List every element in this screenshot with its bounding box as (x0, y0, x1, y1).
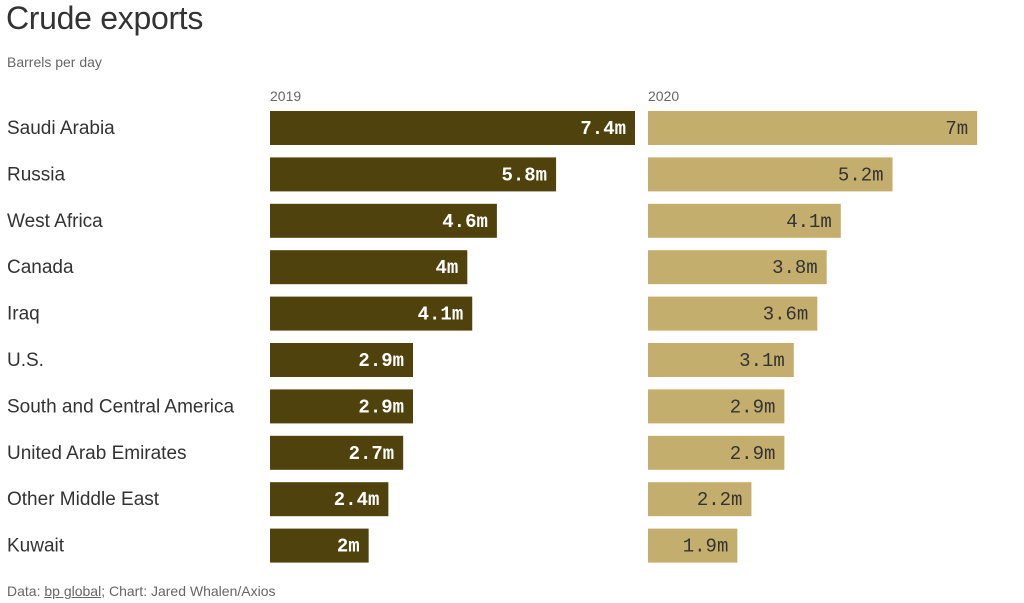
bar-2019 (270, 482, 389, 517)
data-label-2019: 4.6m (442, 211, 488, 233)
data-label-2020: 7m (945, 118, 968, 140)
chart-title: Crude exports (6, 0, 204, 36)
data-label-2020: 5.2m (838, 164, 884, 186)
bar-2019 (270, 111, 635, 145)
data-label-2020: 2.9m (730, 443, 776, 465)
category-label: Other Middle East (7, 489, 160, 510)
bar-2020 (648, 482, 752, 517)
bar-2019 (270, 157, 557, 192)
category-label: South and Central America (7, 396, 235, 417)
chart-subtitle: Barrels per day (7, 54, 102, 70)
bar-2019 (270, 343, 414, 377)
category-label: Iraq (7, 304, 40, 325)
bar-2020 (648, 435, 785, 470)
bar-2020 (648, 157, 893, 192)
footer-credit: ; Chart: Jared Whalen/Axios (101, 583, 276, 599)
bar-2019 (270, 528, 369, 563)
data-label-2020: 3.1m (739, 350, 785, 372)
data-label-2019: 4m (435, 257, 458, 279)
data-label-2020: 3.6m (763, 304, 809, 326)
category-label: Russia (7, 164, 66, 185)
bar-2020 (648, 250, 827, 285)
category-label: Canada (7, 257, 74, 278)
data-label-2019: 2.7m (349, 443, 395, 465)
bar-2020 (648, 389, 785, 424)
column-header-2020: 2020 (648, 88, 680, 104)
column-header-2019: 2019 (270, 88, 302, 104)
category-label: Kuwait (7, 536, 65, 557)
data-label-2020: 3.8m (772, 257, 818, 279)
data-label-2019: 2.9m (358, 350, 404, 372)
bar-2020 (648, 296, 818, 331)
data-label-2020: 2.2m (697, 489, 743, 511)
data-label-2020: 4.1m (786, 211, 832, 233)
data-label-2019: 2.4m (334, 489, 380, 511)
category-label: U.S. (7, 350, 44, 371)
data-label-2019: 2.9m (358, 396, 404, 418)
chart-footer: Data: bp global; Chart: Jared Whalen/Axi… (7, 583, 275, 599)
bar-2019 (270, 389, 414, 424)
data-label-2019: 2m (337, 536, 360, 558)
bar-2019 (270, 435, 404, 470)
bar-2019 (270, 203, 497, 238)
data-label-2020: 1.9m (683, 536, 729, 558)
source-link[interactable]: bp global (44, 583, 102, 599)
data-label-2020: 2.9m (730, 396, 776, 418)
category-label: Saudi Arabia (7, 118, 115, 139)
data-label-2019: 7.4m (580, 118, 626, 140)
bar-2020 (648, 203, 841, 238)
bar-2020 (648, 343, 794, 377)
bar-2019 (270, 296, 473, 331)
footer-prefix: Data: (7, 583, 45, 599)
data-label-2019: 4.1m (418, 304, 464, 326)
bar-2020 (648, 111, 978, 145)
bar-2020 (648, 528, 738, 563)
bar-2019 (270, 250, 468, 285)
data-label-2019: 5.8m (501, 164, 547, 186)
category-label: United Arab Emirates (7, 443, 187, 464)
category-label: West Africa (7, 211, 103, 232)
